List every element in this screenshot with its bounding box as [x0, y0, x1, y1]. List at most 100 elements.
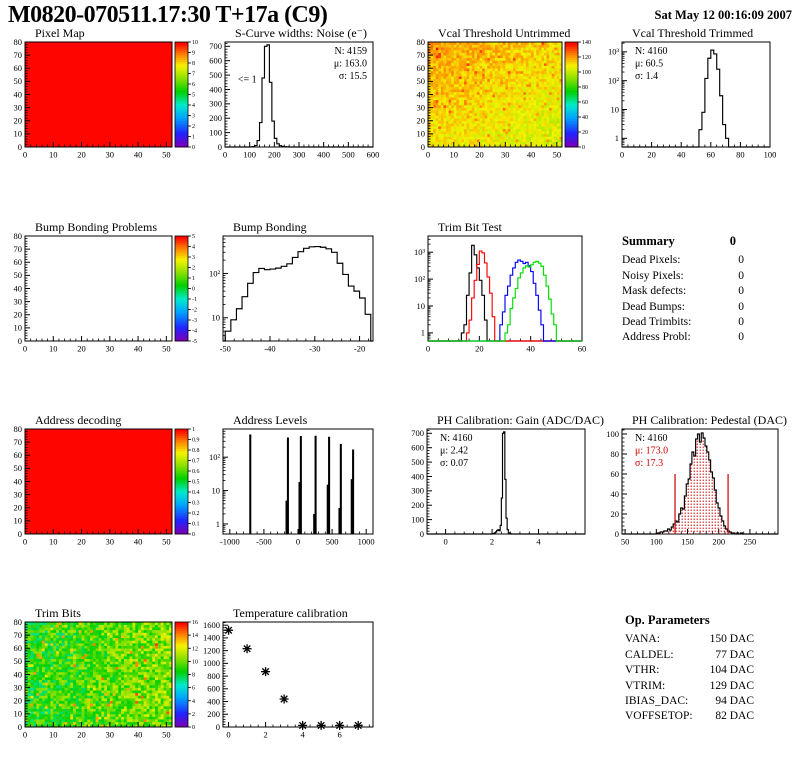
svg-text:120: 120 — [582, 55, 591, 61]
row-value: 0 — [738, 254, 744, 267]
svg-text:9: 9 — [192, 51, 195, 57]
scurve-noise-plot: 0 100 200 300 400 500 600 0 100 200 300 400 500 600 70… — [209, 26, 379, 160]
svg-text:50: 50 — [14, 76, 23, 86]
svg-text:60: 60 — [707, 150, 716, 160]
svg-text:10: 10 — [14, 129, 23, 139]
svg-text:0.3: 0.3 — [192, 501, 200, 507]
ph-gain-plot: 0 2 4 0 100 200 300 400 500 600 700 N: 4160 μ: 2.42σ… — [411, 413, 604, 547]
plot-title: Bump Bonding — [233, 220, 307, 234]
svg-text:100: 100 — [243, 150, 256, 160]
colorbar: 0 20 40 60 80 100 120 140 — [564, 40, 591, 151]
svg-text:600: 600 — [411, 442, 424, 452]
svg-text:1: 1 — [192, 427, 195, 433]
row-label: VOFFSETOP: — [625, 710, 693, 723]
summary-panel: Summary 0 Dead Pixels: 0 Noisy Pixels: 0 Mas… — [622, 234, 744, 346]
chart-bump-problems: 0 10 20 30 40 50 0 10 20 30 40 50 60 70 80 -5 -4 -3 -2 -1 0 1… — [0, 220, 214, 368]
address-decoding-plot: 0 10 20 30 40 50 0 10 20 30 40 50 60 70 80 0 0.1 0.2 0.3 0.… — [14, 413, 200, 547]
svg-text:40: 40 — [14, 476, 23, 486]
chart-vcal-untrimmed: 0 10 20 30 40 50 0 10 20 30 40 50 60 70 80 0 20 40 60 80 100… — [394, 26, 604, 174]
trim-bit-test-plot: 0 20 40 60 1 10 10² 10³ Trim Bit Test — [414, 220, 586, 354]
svg-text:30: 30 — [106, 150, 115, 160]
chart-address-levels: -1000 -500 0 500 1000 1 10 10² Address Levels — [189, 413, 415, 561]
svg-text:-4: -4 — [192, 329, 197, 335]
svg-text:-1: -1 — [192, 297, 197, 303]
svg-text:0: 0 — [426, 150, 430, 160]
svg-text:0.5: 0.5 — [192, 480, 200, 486]
svg-text:-1000: -1000 — [220, 537, 240, 547]
stats-box: N: 4159 μ: 163.0σ: 15.5 — [334, 46, 367, 82]
data-points — [224, 625, 363, 730]
svg-text:30: 30 — [106, 344, 115, 354]
svg-text:0.1: 0.1 — [192, 522, 200, 528]
summary-header: Summary 0 — [622, 234, 736, 249]
svg-text:-20: -20 — [354, 344, 365, 354]
svg-text:8: 8 — [192, 61, 195, 67]
svg-text:2: 2 — [192, 124, 195, 130]
chart-temp-calibration: 0 2 4 6 0 200 400 600 800 1000 1200 1400 1600 Tempera… — [189, 606, 415, 754]
svg-text:μ: 2.42: μ: 2.42 — [440, 446, 468, 457]
trim-bit-test-black — [428, 244, 582, 342]
op-row: VTRIM: 129 DAC — [625, 679, 754, 694]
svg-text:10: 10 — [212, 485, 221, 495]
svg-text:σ: 0.07: σ: 0.07 — [440, 458, 468, 469]
svg-text:0: 0 — [192, 145, 195, 151]
svg-text:10²: 10² — [608, 75, 620, 85]
svg-text:60: 60 — [14, 450, 23, 460]
heatmap-cells — [25, 42, 172, 147]
trim-bits-plot: 0 10 20 30 40 5001020304050607080024681012141… — [14, 606, 199, 740]
svg-text:70: 70 — [14, 437, 23, 447]
svg-text:-30: -30 — [309, 344, 320, 354]
svg-text:500: 500 — [209, 70, 222, 80]
op-parameters-title: Op. Parameters — [625, 613, 710, 627]
svg-text:10: 10 — [212, 313, 221, 323]
row-value: 0 — [738, 331, 744, 344]
svg-text:4: 4 — [192, 103, 195, 109]
svg-text:200: 200 — [712, 537, 725, 547]
svg-text:20: 20 — [14, 310, 23, 320]
svg-text:40: 40 — [582, 115, 588, 121]
svg-text:0: 0 — [296, 537, 300, 547]
op-row: VANA: 150 DAC — [625, 632, 754, 647]
svg-text:40: 40 — [14, 283, 23, 293]
svg-text:0: 0 — [420, 529, 424, 539]
plot-title: Trim Bits — [35, 606, 81, 620]
stats-box: N: 4160 μ: 2.42σ: 0.07 — [440, 433, 473, 469]
svg-text:50: 50 — [553, 150, 562, 160]
axes: -1000 -500 0 500 1000 1 10 10² — [209, 428, 375, 547]
row-value: 0 — [738, 316, 744, 329]
svg-text:6: 6 — [192, 82, 195, 88]
svg-text:400: 400 — [209, 84, 222, 94]
svg-text:-5: -5 — [192, 339, 197, 345]
svg-text:80: 80 — [736, 150, 745, 160]
svg-text:300: 300 — [209, 99, 222, 109]
svg-text:2: 2 — [192, 266, 195, 272]
svg-text:-40: -40 — [264, 344, 275, 354]
svg-text:2: 2 — [490, 537, 494, 547]
svg-text:70: 70 — [14, 244, 23, 254]
svg-text:4: 4 — [536, 537, 541, 547]
svg-text:0: 0 — [192, 287, 195, 293]
svg-text:600: 600 — [209, 55, 222, 65]
series-main — [622, 49, 770, 148]
svg-text:150: 150 — [681, 537, 694, 547]
svg-text:100: 100 — [411, 514, 424, 524]
svg-text:500: 500 — [342, 150, 355, 160]
svg-text:50: 50 — [14, 270, 23, 280]
svg-text:10: 10 — [192, 40, 198, 46]
svg-text:20: 20 — [582, 130, 588, 136]
chart-pixel-map: 0 10 20 30 40 50 0 10 20 30 40 50 60 70 80 0 1 2 3 4 5 6 7 8 9 10… — [0, 26, 214, 174]
axes: 0 10 20 30 40 50 0 10 20 30 40 50 60 70 80 — [417, 37, 563, 160]
svg-text:80: 80 — [417, 37, 426, 47]
level-bars — [249, 434, 355, 534]
svg-text:10³: 10³ — [414, 247, 426, 257]
svg-text:0: 0 — [18, 529, 22, 539]
svg-text:-500: -500 — [256, 537, 272, 547]
svg-text:30: 30 — [501, 150, 510, 160]
svg-text:40: 40 — [417, 89, 426, 99]
chart-trim-bit-test: 0 20 40 60 1 10 10² 10³ Trim Bit Test — [394, 220, 624, 368]
svg-text:60: 60 — [14, 63, 23, 73]
axes: -50 -40 -30 -20 10 10² — [209, 235, 374, 354]
svg-text:σ: 17.3: σ: 17.3 — [635, 458, 663, 469]
svg-text:40: 40 — [527, 150, 536, 160]
svg-text:0: 0 — [223, 150, 227, 160]
